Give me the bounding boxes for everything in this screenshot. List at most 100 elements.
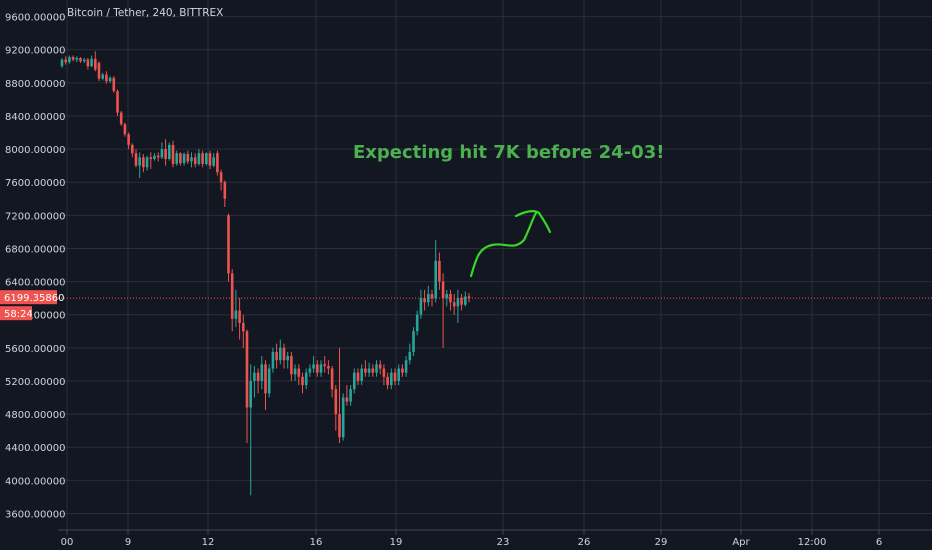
candle[interactable] [304,368,308,390]
candle[interactable] [341,393,345,441]
candle[interactable] [182,152,186,166]
candle[interactable] [412,327,415,357]
candle[interactable] [375,360,378,377]
candle[interactable] [116,89,119,116]
candle[interactable] [415,310,419,336]
candle[interactable] [71,55,75,62]
candle[interactable] [275,343,278,369]
candle[interactable] [164,139,167,166]
candle[interactable] [230,269,234,332]
candle[interactable] [86,57,90,70]
candle[interactable] [90,55,93,68]
candle[interactable] [205,152,208,166]
candle[interactable] [330,366,334,398]
candle[interactable] [430,289,434,307]
candle[interactable] [349,385,352,406]
candle[interactable] [101,72,104,81]
candle[interactable] [316,360,319,377]
candle[interactable] [282,343,286,369]
candle[interactable] [360,364,363,386]
candle[interactable] [175,150,178,166]
candle[interactable] [153,153,156,161]
candle[interactable] [68,55,71,64]
candle[interactable] [327,360,330,375]
candle[interactable] [393,368,397,386]
candle[interactable] [168,142,171,161]
candle[interactable] [434,240,437,303]
candle[interactable] [267,364,271,398]
candle[interactable] [378,360,382,375]
candle[interactable] [452,293,456,315]
candle[interactable] [216,150,219,176]
candle[interactable] [297,364,301,386]
candle[interactable] [319,360,323,377]
candle[interactable] [445,289,449,307]
candle[interactable] [145,155,149,171]
candle[interactable] [134,149,138,168]
candle[interactable] [308,364,312,377]
candle[interactable] [219,169,223,191]
candle[interactable] [401,364,404,377]
candle[interactable] [60,57,64,68]
candles[interactable] [60,51,471,496]
candle[interactable] [356,368,360,386]
candle[interactable] [367,362,371,377]
candle[interactable] [293,364,297,381]
candle[interactable] [427,285,430,307]
candle[interactable] [127,132,130,150]
candle[interactable] [197,149,201,166]
candle[interactable] [264,360,267,410]
candle[interactable] [223,180,227,208]
candle[interactable] [171,140,175,168]
candle[interactable] [242,314,245,348]
candle[interactable] [460,293,463,311]
candle[interactable] [131,143,134,158]
candle[interactable] [201,150,204,168]
candle[interactable] [441,273,445,348]
candle[interactable] [119,110,123,126]
candle[interactable] [190,152,193,168]
candle[interactable] [408,343,412,365]
candle[interactable] [245,329,249,444]
candle[interactable] [179,152,182,166]
candle[interactable] [419,289,423,319]
candle[interactable] [97,61,101,82]
candle[interactable] [193,153,197,168]
candle[interactable] [386,372,389,390]
candle[interactable] [338,347,341,444]
candle[interactable] [423,289,426,311]
candle[interactable] [382,364,386,386]
candle[interactable] [105,71,108,84]
candle[interactable] [234,289,238,328]
candle[interactable] [94,51,97,72]
drawn-arrow[interactable] [469,210,552,278]
candle[interactable] [390,368,393,390]
candle[interactable] [301,372,304,394]
candle[interactable] [253,366,256,398]
candle[interactable] [449,289,452,311]
candle[interactable] [79,57,82,63]
candle[interactable] [75,56,79,63]
candle[interactable] [227,213,230,282]
candle[interactable] [64,56,67,65]
candle[interactable] [156,152,160,162]
candle[interactable] [142,154,145,173]
candle[interactable] [438,252,441,290]
candle[interactable] [323,356,326,373]
candle[interactable] [312,356,315,373]
candle[interactable] [286,351,289,369]
candle[interactable] [371,364,375,377]
candle[interactable] [212,153,215,168]
candle[interactable] [456,289,460,323]
candle[interactable] [279,339,282,365]
candle[interactable] [160,142,164,159]
candle[interactable] [397,364,400,386]
candle[interactable] [256,368,260,394]
candle[interactable] [112,76,116,93]
candle[interactable] [464,291,467,307]
candle[interactable] [290,351,293,381]
candle[interactable] [353,368,356,394]
candle[interactable] [364,360,367,377]
candle[interactable] [271,347,275,373]
candle[interactable] [260,356,264,390]
